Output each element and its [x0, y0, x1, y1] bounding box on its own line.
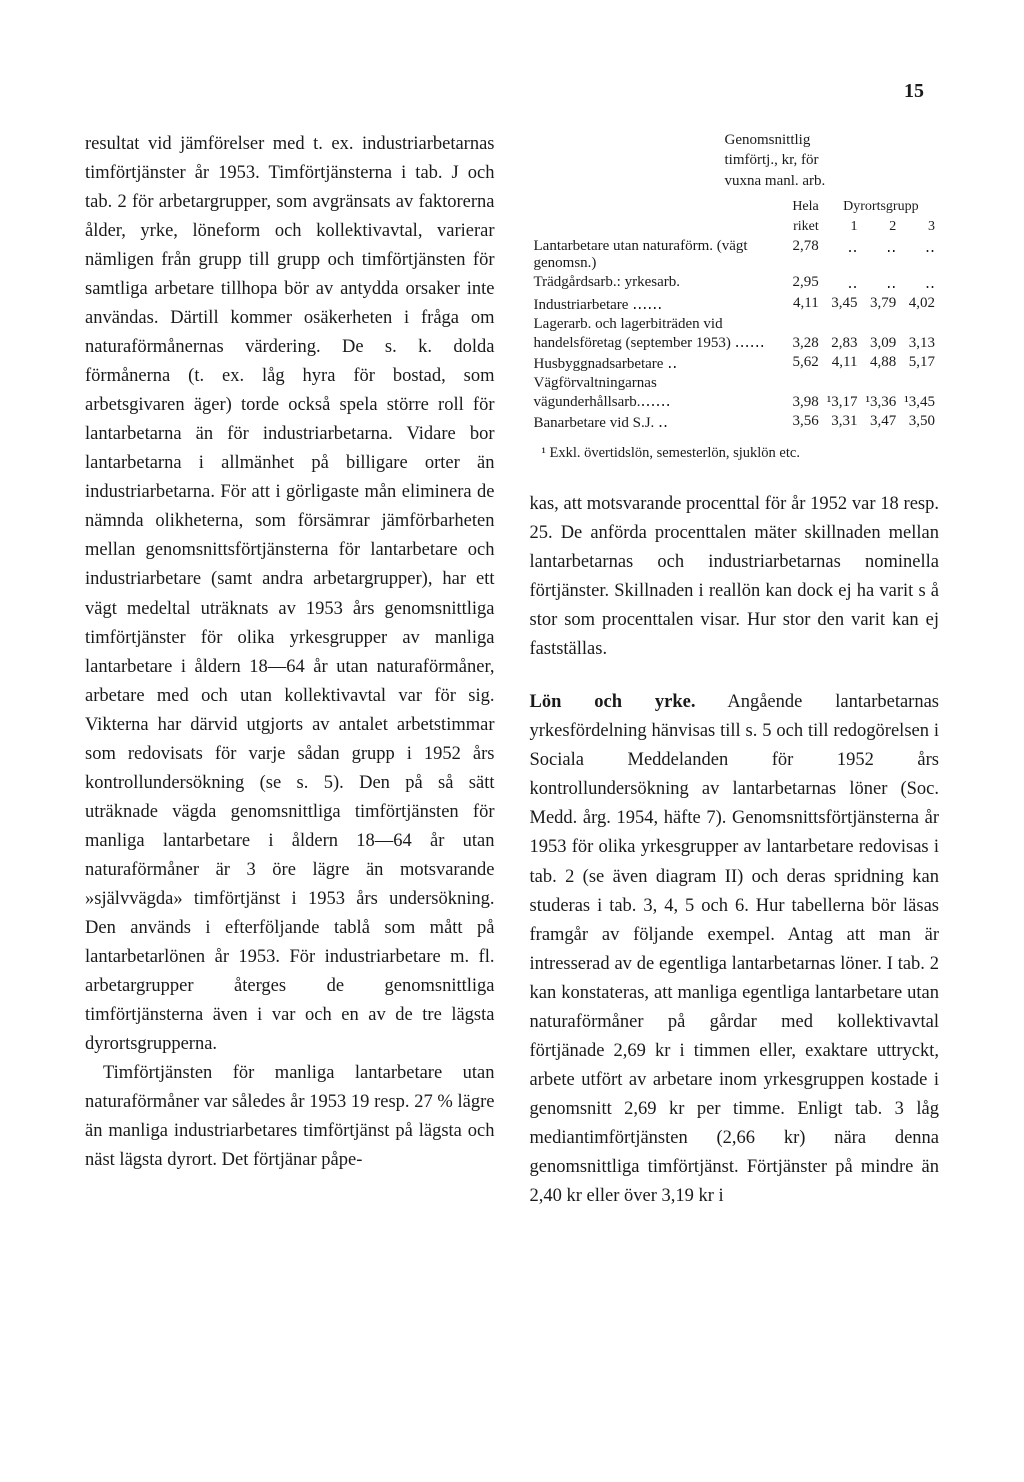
cell: 3,79 [862, 294, 901, 315]
cell: ‥ [900, 273, 939, 294]
cell: 3,45 [823, 294, 862, 315]
right-para-1: kas, att motsvarande procenttal för år 1… [530, 490, 940, 664]
table-title-3: vuxna manl. arb. [725, 171, 940, 191]
right-para-2-text: Angående lantarbetarnas yrkesfördelning … [530, 692, 940, 1206]
content-columns: resultat vid jämförelser med t. ex. indu… [85, 130, 939, 1211]
cell: ‥ [823, 237, 862, 273]
right-para-2: Lön och yrke. Angående lantarbetarnas yr… [530, 688, 940, 1211]
cell: 4,02 [900, 294, 939, 315]
cell: ‥ [862, 237, 901, 273]
table-title-2: timförtj., kr, för [725, 150, 940, 170]
cell: 5,17 [900, 353, 939, 374]
cell: ‥ [900, 237, 939, 273]
page-number: 15 [904, 80, 924, 103]
cell: 3,31 [823, 412, 862, 433]
cell: 2,95 [788, 273, 822, 294]
row-label: Lantarbetare utan naturaförm. (vägt geno… [530, 237, 789, 273]
cell: 3,28 [788, 315, 822, 353]
body-text-left: resultat vid jämförelser med t. ex. indu… [85, 130, 495, 1175]
col-hela: Hela [788, 197, 822, 217]
cell: 4,11 [788, 294, 822, 315]
table-footnote: ¹ Exkl. övertidslön, semesterlön, sjuklö… [530, 445, 940, 462]
cell: ¹3,45 [900, 374, 939, 412]
cell: ‥ [862, 273, 901, 294]
para-2: Timförtjänsten för manliga lantarbetare … [85, 1059, 495, 1175]
section-heading: Lön och yrke. [530, 692, 696, 712]
cell: 3,98 [788, 374, 822, 412]
cell: ¹3,36 [862, 374, 901, 412]
table-title-1: Genomsnittlig [725, 130, 940, 150]
col-3: 3 [900, 217, 939, 237]
col-1: 1 [823, 217, 862, 237]
col-dyrortsgrupp: Dyrortsgrupp [823, 197, 939, 217]
cell: 3,56 [788, 412, 822, 433]
cell: 3,47 [862, 412, 901, 433]
row-label: Industriarbetare ‥‥‥ [530, 294, 789, 315]
right-column: Genomsnittlig timförtj., kr, för vuxna m… [530, 130, 940, 1211]
cell: 2,83 [823, 315, 862, 353]
row-label: Vägförvaltningarnas vägunderhållsarb.‥‥‥ [530, 374, 789, 412]
row-label: Lagerarb. och lagerbiträden vid handelsf… [530, 315, 789, 353]
cell: 4,11 [823, 353, 862, 374]
para-1: resultat vid jämförelser med t. ex. indu… [85, 134, 495, 1054]
row-label: Trädgårdsarb.: yrkesarb. [530, 273, 789, 294]
earnings-table: Hela Dyrortsgrupp riket 1 2 3 Lantarbeta… [530, 197, 940, 433]
row-label: Banarbetare vid S.J. ‥ [530, 412, 789, 433]
cell: 3,50 [900, 412, 939, 433]
cell: ¹3,17 [823, 374, 862, 412]
col-riket: riket [788, 217, 822, 237]
cell: 3,09 [862, 315, 901, 353]
col-2: 2 [862, 217, 901, 237]
row-label: Husbyggnadsarbetare ‥ [530, 353, 789, 374]
table-header: Genomsnittlig timförtj., kr, för vuxna m… [530, 130, 940, 191]
cell: 2,78 [788, 237, 822, 273]
cell: ‥ [823, 273, 862, 294]
body-text-right: kas, att motsvarande procenttal för år 1… [530, 490, 940, 1211]
cell: 4,88 [862, 353, 901, 374]
cell: 5,62 [788, 353, 822, 374]
left-column: resultat vid jämförelser med t. ex. indu… [85, 130, 495, 1211]
cell: 3,13 [900, 315, 939, 353]
